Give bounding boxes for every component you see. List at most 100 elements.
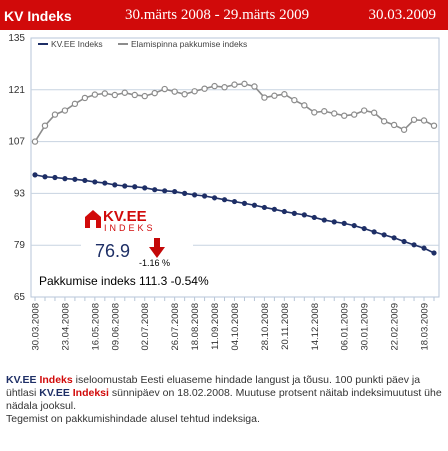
offer-index-point: [91, 91, 99, 98]
arrow-down-icon: [149, 238, 165, 258]
desc-brand-indeks: Indeks: [39, 374, 73, 386]
kv-index-point: [411, 242, 417, 248]
y-tick-label: 121: [8, 85, 25, 96]
x-tick-label: 06.01.2009: [340, 303, 351, 351]
legend-label: KV.EE Indeks: [51, 39, 103, 49]
x-tick-label: 26.07.2008: [170, 303, 181, 351]
offer-index-point: [291, 96, 298, 104]
offer-index-point: [380, 118, 388, 125]
kv-index-point: [281, 208, 287, 215]
kv-index-point: [271, 206, 277, 212]
kv-index-point: [192, 192, 198, 198]
x-tick-label: 20.11.2008: [280, 303, 291, 350]
offer-index-point: [410, 116, 418, 123]
kv-index-point: [112, 182, 118, 188]
offer-index-point: [430, 122, 438, 129]
kv-index-point: [401, 238, 407, 245]
kv-index-point: [201, 193, 208, 199]
kv-index-point: [231, 198, 238, 205]
index-line-chart: 65 79 93 107 121 135 30.03.2008 23.04.2008 16.05…: [8, 33, 440, 351]
kv-index-point: [391, 235, 397, 241]
kv-index-point: [221, 197, 228, 203]
offer-index-point: [211, 82, 218, 90]
offer-index-point: [161, 85, 168, 93]
offer-index-point: [321, 108, 328, 115]
kv-index-point: [102, 180, 108, 186]
offer-index-point: [301, 102, 308, 109]
kv-index-point: [72, 176, 78, 182]
kv-index-point: [122, 183, 128, 189]
kv-index-point: [182, 190, 188, 196]
offer-index-point: [281, 91, 288, 98]
offer-index-point: [241, 80, 248, 88]
kv-index-point: [241, 200, 248, 206]
kv-index-point: [152, 187, 158, 193]
x-tick-label: 18.03.2009: [420, 303, 431, 351]
x-tick-label: 14.12.2008: [310, 303, 321, 351]
offer-index-point: [51, 111, 59, 118]
kv-index-point: [142, 185, 148, 191]
kv-index-point: [261, 204, 268, 211]
house-icon: [85, 210, 101, 228]
kv-index-point: [321, 217, 327, 223]
offer-index-point: [191, 88, 198, 95]
y-tick-label: 107: [8, 137, 25, 148]
x-tick-label: 02.07.2008: [140, 303, 151, 351]
kv-index-point: [311, 214, 317, 221]
offer-index-point: [131, 91, 138, 99]
offer-index-point: [360, 107, 368, 114]
offer-index-point: [151, 89, 158, 97]
y-tick-label: 135: [8, 33, 25, 44]
offer-index-point: [420, 117, 428, 124]
kv-index-point: [52, 174, 58, 181]
x-tick-label: 16.05.2008: [90, 303, 101, 351]
offer-index-point: [121, 89, 128, 96]
desc-brand-kv-2: KV.EE: [39, 387, 70, 399]
y-tick-label: 79: [14, 240, 26, 251]
offer-index-point: [251, 83, 258, 90]
offer-index-text: Pakkumise indeks 111.3 -0.54%: [39, 274, 209, 288]
offer-index-point: [390, 121, 398, 129]
kv-index-point: [92, 179, 98, 185]
offer-index-point: [331, 110, 338, 117]
header-bar: KV Indeks 30.märts 2008 - 29.märts 2009 …: [0, 0, 448, 30]
y-tick-label: 93: [14, 188, 26, 199]
x-tick-label: 30.03.2008: [31, 303, 42, 351]
kv-index-point: [361, 225, 367, 232]
offer-index-point: [261, 94, 268, 101]
x-tick-label: 18.08.2008: [190, 303, 201, 351]
offer-index-point: [201, 85, 208, 92]
x-tick-label: 11.09.2008: [210, 303, 221, 350]
kv-index-point: [431, 250, 437, 256]
offer-index-point: [81, 94, 89, 102]
desc-brand-indeksi: Indeksi: [72, 387, 109, 399]
x-tick-label: 09.06.2008: [110, 303, 121, 351]
kv-index-point: [351, 222, 357, 229]
kv-index-point: [32, 172, 38, 178]
y-tick-label: 65: [14, 292, 26, 303]
kv-index-point: [421, 245, 427, 251]
offer-index-point: [221, 84, 228, 91]
kv-index-point: [82, 177, 88, 184]
desc-text-2: sünnipäev on 18.02.2008. Muutuse protsen…: [6, 387, 442, 412]
x-tick-label: 23.04.2008: [60, 303, 71, 351]
description: KV.EE Indeks iseloomustab Eesti eluaseme…: [6, 374, 442, 426]
kv-index-point: [371, 229, 377, 235]
header-date: 30.03.2009: [368, 7, 437, 23]
x-tick-label: 22.02.2009: [390, 303, 401, 351]
kv-index-badge: KV.EE INDEKS 76.9 -1.16 %: [81, 205, 193, 271]
offer-index-point: [41, 122, 49, 129]
kv-index-point: [331, 219, 337, 225]
desc-brand-kv: KV.EE: [6, 374, 37, 386]
legend-label: Elamispinna pakkumise indeks: [131, 39, 247, 49]
offer-index-point: [400, 126, 408, 133]
offer-index-point: [181, 91, 188, 98]
logo-sub-text: INDEKS: [104, 223, 156, 233]
kv-index-point: [172, 188, 178, 195]
kv-index-point: [211, 195, 218, 201]
x-tick-label: 30.01.2009: [360, 303, 371, 351]
offer-index-point: [101, 90, 109, 97]
index-change: -1.16 %: [139, 258, 171, 268]
kv-index-point: [62, 176, 68, 182]
kv-index-point: [341, 220, 347, 226]
